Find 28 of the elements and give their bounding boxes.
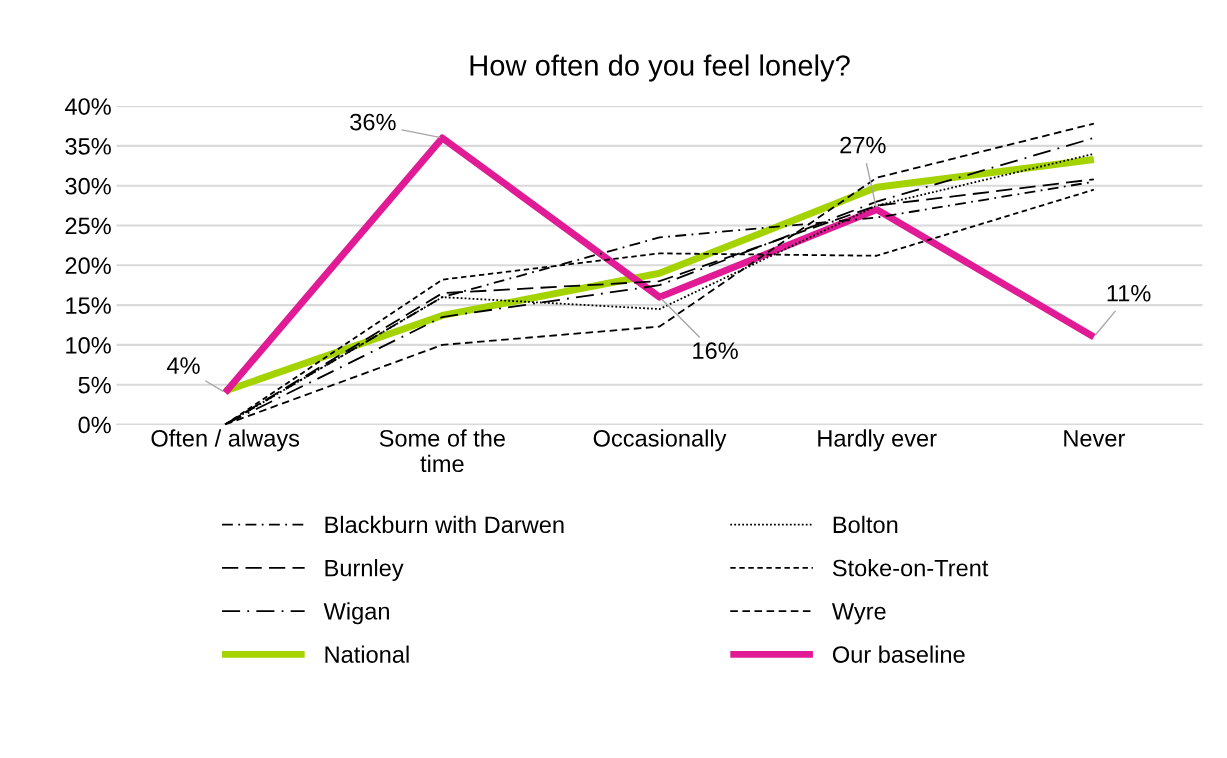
x-tick-label: Often / always xyxy=(151,429,300,452)
y-tick-label: 15% xyxy=(66,297,111,314)
legend-label: Blackburn with Darwen xyxy=(325,515,564,534)
legend-label: National xyxy=(325,645,409,663)
y-tick-label: 35% xyxy=(65,137,111,155)
data-label: 11% xyxy=(1107,284,1151,302)
x-tick-label: Some of the time xyxy=(379,429,505,473)
chart-title: How often do you feel lonely? xyxy=(470,54,850,82)
y-tick-label: 40% xyxy=(64,98,111,115)
data-label: 27% xyxy=(840,136,886,154)
legend-label: Wigan xyxy=(323,602,389,625)
data-label: 4% xyxy=(166,357,200,374)
y-tick-label: 10% xyxy=(66,336,111,354)
x-tick-label: Never xyxy=(1064,430,1125,447)
y-tick-label: 5% xyxy=(78,376,111,394)
legend-label: Our baseline xyxy=(832,645,965,663)
data-label: 16% xyxy=(693,342,738,360)
legend-label: Burnley xyxy=(325,559,404,582)
legend-label: Stoke-on-Trent xyxy=(832,559,989,577)
legend-label: Bolton xyxy=(833,515,898,534)
x-tick-label: Occasionally xyxy=(593,429,727,452)
y-tick-label: 25% xyxy=(65,217,111,235)
y-tick-label: 20% xyxy=(65,257,111,275)
x-tick-label: Hardly ever xyxy=(818,429,937,452)
y-tick-label: 30% xyxy=(65,177,111,195)
data-label: 36% xyxy=(350,113,396,131)
legend-label: Wyre xyxy=(831,603,886,625)
y-tick-label: 0% xyxy=(78,416,111,434)
